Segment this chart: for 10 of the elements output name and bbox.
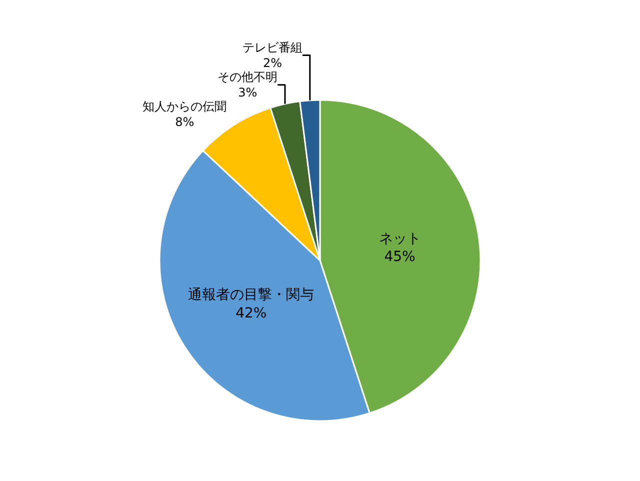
data-label: 2% bbox=[263, 56, 282, 70]
data-label: 8% bbox=[175, 115, 194, 130]
slice-label: テレビ番組 bbox=[242, 40, 303, 54]
data-label: 45% bbox=[384, 248, 416, 265]
slice-label: その他不明 bbox=[218, 70, 278, 84]
data-label: 42% bbox=[236, 305, 267, 322]
slice-label: ネット bbox=[378, 230, 421, 247]
slice-label: 通報者の目撃・関与 bbox=[188, 287, 314, 304]
slice-label: 知人からの伝聞 bbox=[142, 100, 227, 114]
data-label: 3% bbox=[238, 86, 258, 100]
